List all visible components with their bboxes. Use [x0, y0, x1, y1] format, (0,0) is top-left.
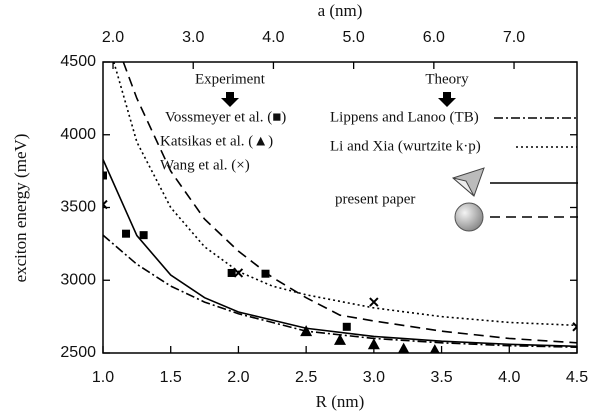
x-tick-label: 1.0: [92, 369, 114, 386]
x2-tick-label: 2.0: [102, 29, 124, 46]
point: [103, 199, 108, 210]
legend-label: Lippens and Lanoo (TB): [330, 109, 479, 125]
point: [139, 231, 148, 240]
x2-tick-label: 3.0: [182, 29, 204, 46]
pyramid-icon: [451, 167, 485, 197]
point: [342, 322, 351, 331]
plot-frame: [102, 61, 578, 354]
experiment-heading: Experiment: [195, 71, 266, 87]
x-tick-label: 3.0: [363, 369, 385, 386]
x2-tick-label: 5.0: [343, 29, 365, 46]
point: [227, 268, 236, 277]
theory-heading: Theory: [425, 71, 469, 87]
point: [397, 342, 410, 353]
x-tick-label: 3.5: [430, 369, 452, 386]
y-tick-label: 4000: [60, 126, 96, 143]
point: [261, 269, 270, 278]
plot-area: [103, 62, 577, 353]
point: [334, 333, 346, 345]
sphere-icon: [454, 202, 484, 232]
legend-label: Wang et al. (×): [160, 157, 250, 173]
point: [233, 268, 244, 278]
y-axis-label: exciton energy (meV): [11, 134, 30, 283]
x2-tick-label: 7.0: [503, 29, 525, 46]
y-tick-label: 3500: [60, 199, 96, 216]
x-tick-label: 4.5: [566, 369, 588, 386]
point: [367, 338, 380, 350]
x2-axis-label: a (nm): [318, 1, 363, 20]
line-series: [103, 234, 577, 348]
x2-tick-label: 4.0: [262, 29, 284, 46]
point: [572, 322, 577, 332]
point: [369, 297, 379, 307]
x-tick-label: 4.0: [498, 369, 520, 386]
y-tick-label: 4500: [60, 53, 96, 70]
x-axis-label: R (nm): [316, 392, 365, 411]
point: [429, 344, 440, 353]
line-series: [122, 62, 577, 344]
legend-label: Vossmeyer et al. (■): [165, 109, 286, 125]
arrow: [438, 92, 456, 107]
x-tick-label: 2.5: [295, 369, 317, 386]
present-label: present paper: [335, 191, 415, 207]
y-tick-label: 3000: [60, 271, 96, 288]
x-tick-label: 1.5: [160, 369, 182, 386]
line-series: [103, 159, 577, 348]
point: [300, 325, 313, 337]
point: [103, 171, 107, 180]
legend-label: Katsikas et al. (▲): [160, 133, 273, 149]
point: [122, 229, 131, 238]
arrow: [221, 92, 239, 107]
legend-label: Li and Xia (wurtzite k·p): [330, 138, 481, 154]
x2-tick-label: 6.0: [423, 29, 445, 46]
x-tick-label: 2.0: [227, 369, 249, 386]
y-tick-label: 2500: [60, 344, 96, 361]
